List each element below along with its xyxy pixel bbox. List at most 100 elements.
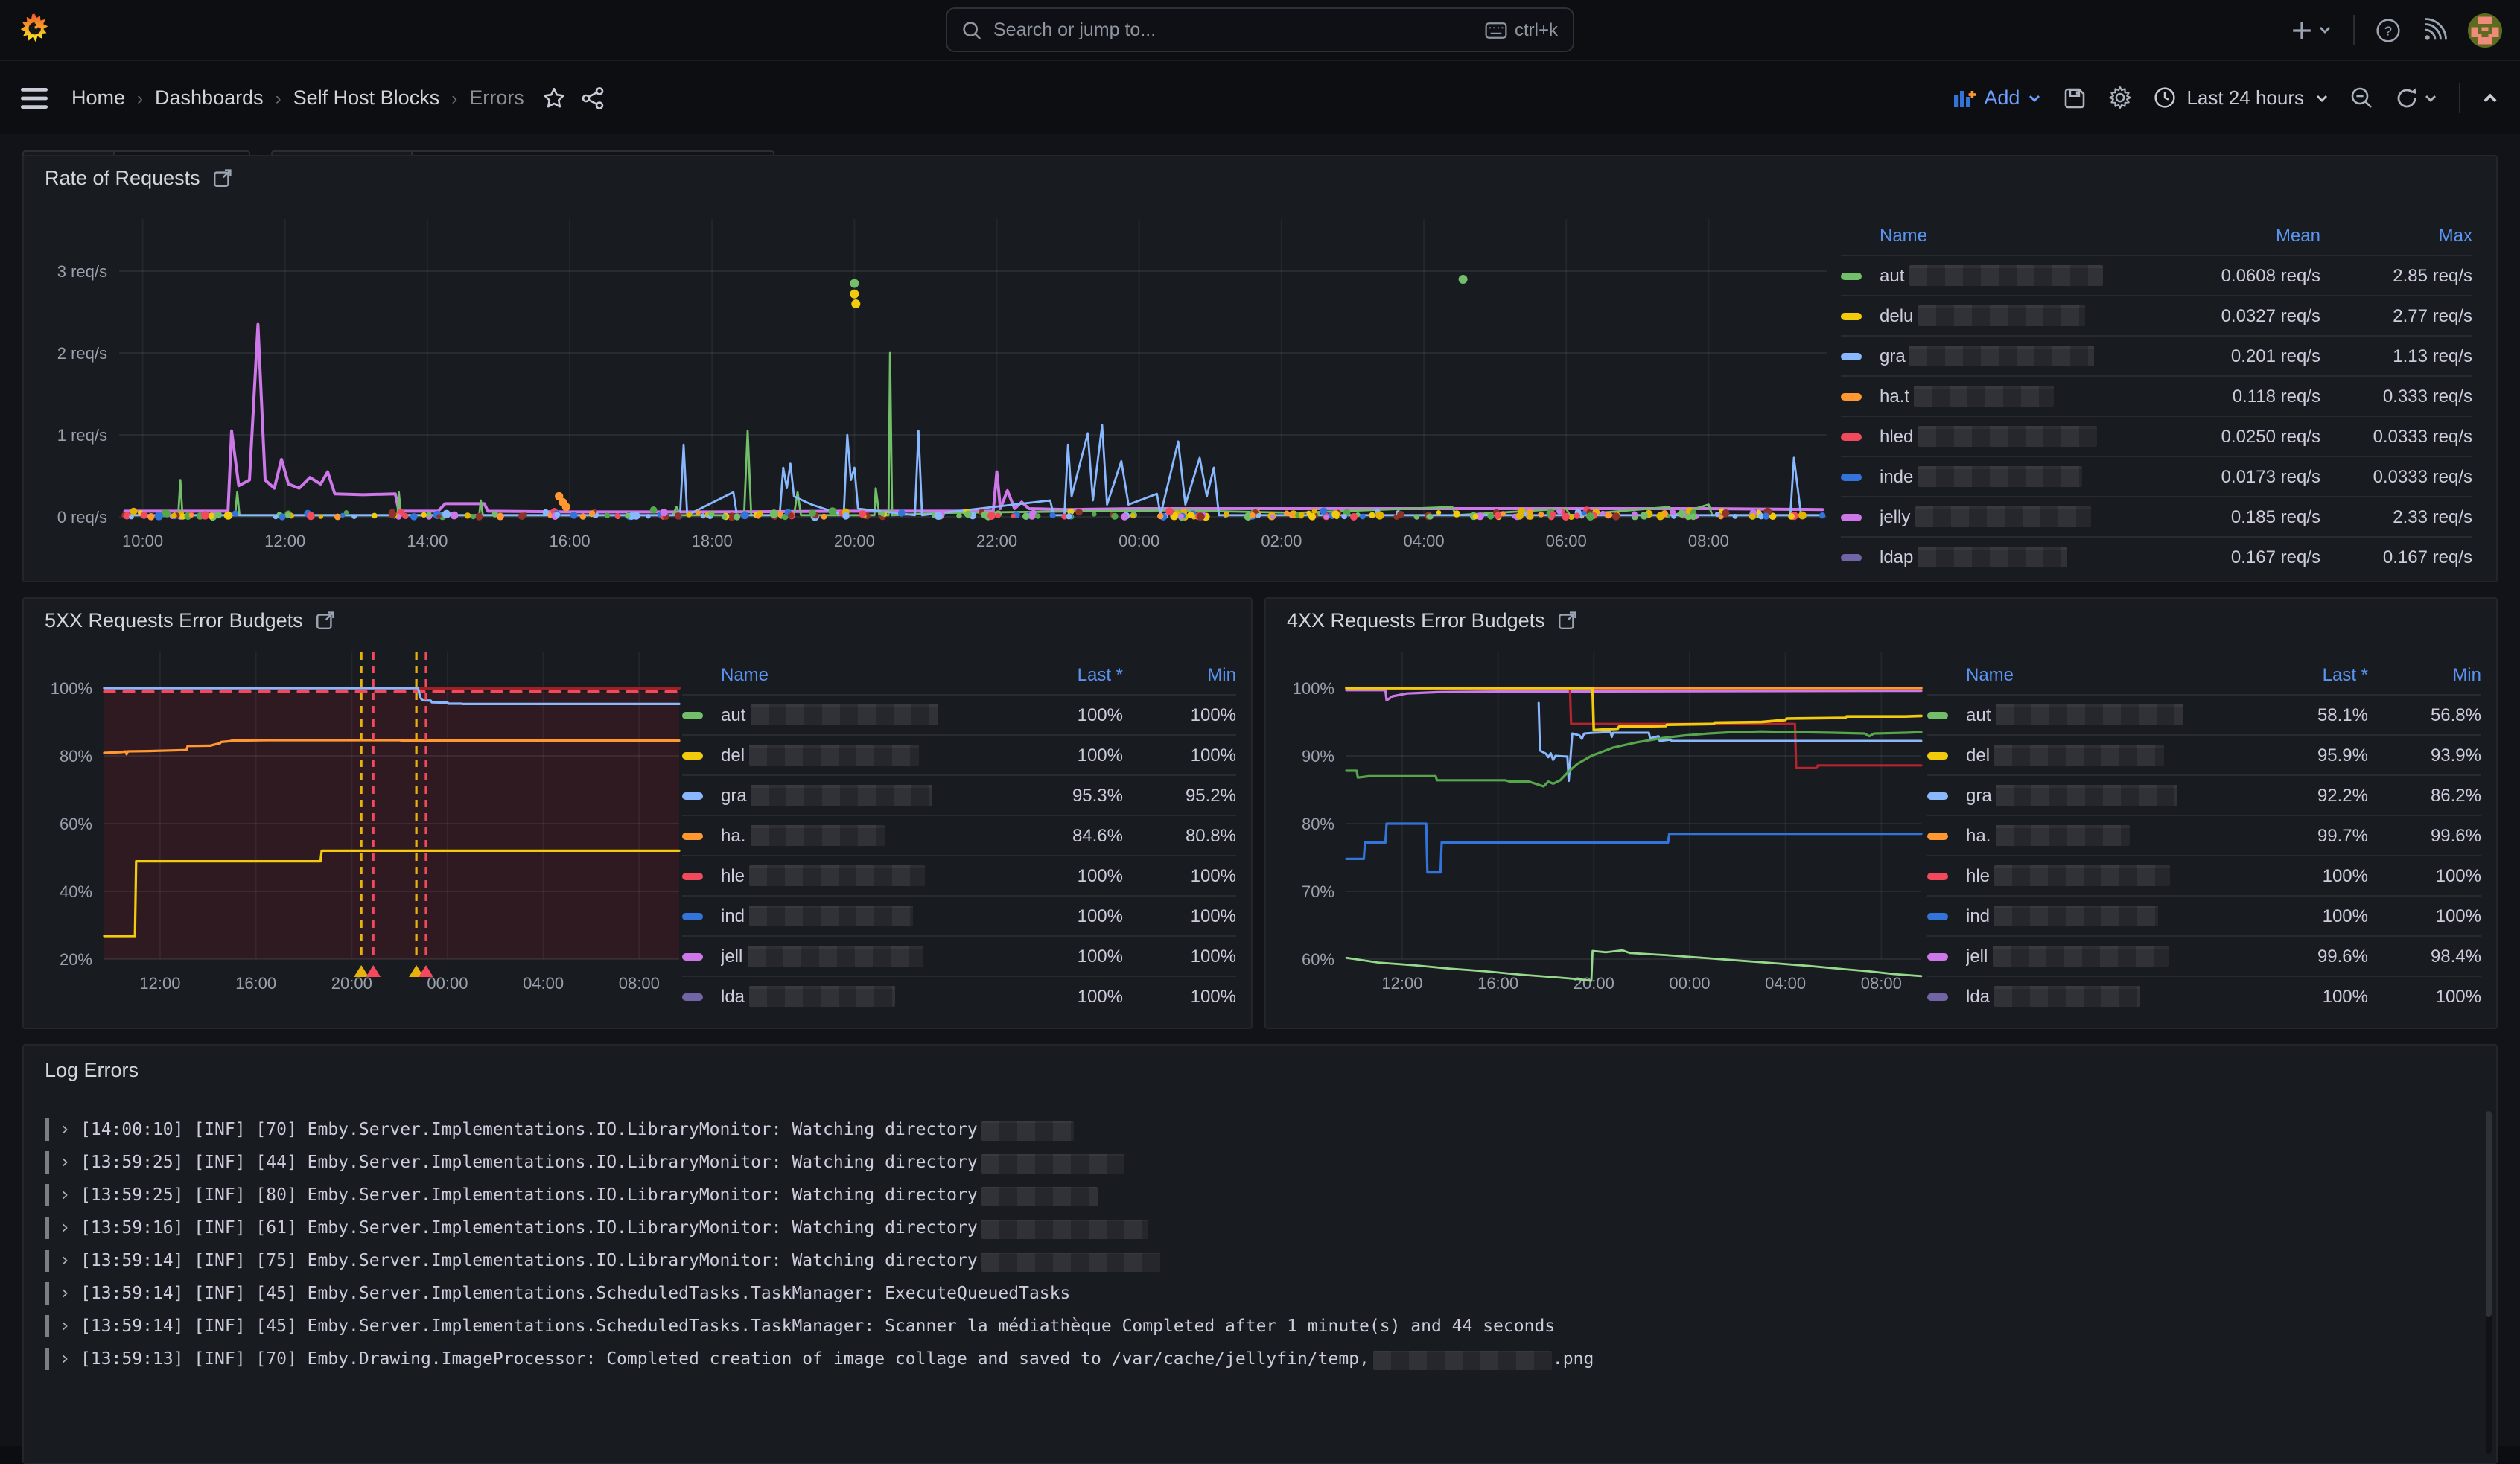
- legend-row[interactable]: jell99.6%98.4%: [1927, 935, 2481, 976]
- breadcrumb-item[interactable]: Errors: [469, 86, 524, 109]
- legend-row[interactable]: aut58.1%56.8%: [1927, 694, 2481, 734]
- legend-value: 100%: [2368, 865, 2481, 886]
- legend-row[interactable]: jelly0.185 req/s2.33 req/s: [1841, 496, 2472, 536]
- log-text: [13:59:14] [INF] [45] Emby.Server.Implem…: [80, 1315, 1555, 1336]
- legend-row[interactable]: jell100%100%: [682, 935, 1236, 976]
- 4xx-error-budget-chart[interactable]: 12:0016:0020:0000:0004:0008:00100%90%80%…: [1272, 637, 1936, 1025]
- breadcrumb-item[interactable]: Self Host Blocks: [293, 86, 440, 109]
- series-name[interactable]: jell: [721, 946, 989, 967]
- news-button[interactable]: [2422, 17, 2447, 42]
- legend-row[interactable]: gra92.2%86.2%: [1927, 774, 2481, 815]
- series-name[interactable]: del: [1966, 745, 2234, 766]
- series-name[interactable]: jell: [1966, 946, 2234, 967]
- series-name[interactable]: gra: [1966, 785, 2234, 806]
- series-name[interactable]: ha.t: [1880, 386, 2145, 407]
- legend-row[interactable]: gra0.201 req/s1.13 req/s: [1841, 335, 2472, 375]
- series-name[interactable]: gra: [1880, 346, 2145, 366]
- help-button[interactable]: ?: [2376, 17, 2401, 42]
- legend-row[interactable]: hle100%100%: [682, 855, 1236, 895]
- log-scrollbar[interactable]: [2486, 1111, 2492, 1454]
- panel-title[interactable]: 4XX Requests Error Budgets: [1287, 609, 1545, 631]
- legend-row[interactable]: aut100%100%: [682, 694, 1236, 734]
- series-name[interactable]: aut: [721, 704, 989, 725]
- grafana-logo[interactable]: [18, 12, 51, 48]
- series-name[interactable]: ind: [1966, 906, 2234, 926]
- series-name[interactable]: hled: [1880, 426, 2145, 447]
- breadcrumb-item[interactable]: Dashboards: [155, 86, 264, 109]
- expand-log-icon[interactable]: ›: [60, 1217, 80, 1238]
- legend-row[interactable]: aut0.0608 req/s2.85 req/s: [1841, 255, 2472, 295]
- save-dashboard-button[interactable]: [2063, 86, 2087, 109]
- external-link-icon[interactable]: [316, 611, 336, 630]
- chevron-up-icon: [2481, 89, 2499, 106]
- gear-icon: [2107, 85, 2133, 110]
- series-name[interactable]: gra: [721, 785, 989, 806]
- series-name[interactable]: aut: [1966, 704, 2234, 725]
- series-name[interactable]: inde: [1880, 466, 2145, 487]
- expand-log-icon[interactable]: ›: [60, 1184, 80, 1205]
- legend-row[interactable]: ha.84.6%80.8%: [682, 815, 1236, 855]
- series-name[interactable]: ha.: [721, 825, 989, 846]
- series-name[interactable]: aut: [1880, 265, 2145, 286]
- refresh-button[interactable]: [2395, 86, 2438, 109]
- avatar[interactable]: [2468, 13, 2502, 47]
- breadcrumb-item[interactable]: Home: [71, 86, 125, 109]
- panel-title[interactable]: 5XX Requests Error Budgets: [45, 609, 303, 631]
- svg-text:16:00: 16:00: [235, 974, 276, 993]
- zoom-out-button[interactable]: [2350, 86, 2374, 109]
- series-name[interactable]: lda: [1966, 986, 2234, 1007]
- legend-row[interactable]: ha.99.7%99.6%: [1927, 815, 2481, 855]
- legend-row[interactable]: del95.9%93.9%: [1927, 734, 2481, 774]
- legend-row[interactable]: hled0.0250 req/s0.0333 req/s: [1841, 416, 2472, 456]
- expand-log-icon[interactable]: ›: [60, 1315, 80, 1336]
- legend-row[interactable]: hle100%100%: [1927, 855, 2481, 895]
- series-name[interactable]: jelly: [1880, 506, 2145, 527]
- rate-of-requests-chart[interactable]: 10:0012:0014:0016:0018:0020:0022:0000:00…: [33, 201, 1835, 573]
- series-name[interactable]: del: [721, 745, 989, 766]
- legend-row[interactable]: delu0.0327 req/s2.77 req/s: [1841, 295, 2472, 335]
- svg-text:60%: 60%: [60, 815, 92, 833]
- expand-log-icon[interactable]: ›: [60, 1250, 80, 1270]
- series-name[interactable]: ldap: [1880, 547, 2145, 567]
- series-name[interactable]: ind: [721, 906, 989, 926]
- legend-row[interactable]: ldap0.167 req/s0.167 req/s: [1841, 536, 2472, 576]
- external-link-icon[interactable]: [1559, 611, 1578, 630]
- svg-text:20%: 20%: [60, 950, 92, 969]
- svg-text:04:00: 04:00: [523, 974, 564, 993]
- redacted-text: [1910, 346, 2095, 366]
- legend-row[interactable]: lda100%100%: [682, 976, 1236, 1016]
- legend-row[interactable]: lda100%100%: [1927, 976, 2481, 1016]
- legend-row[interactable]: ind100%100%: [682, 895, 1236, 935]
- svg-text:100%: 100%: [1293, 679, 1334, 698]
- favorite-button[interactable]: [542, 86, 566, 109]
- 5xx-error-budget-chart[interactable]: 12:0016:0020:0000:0004:0008:00100%80%60%…: [30, 637, 694, 1025]
- legend-row[interactable]: ind100%100%: [1927, 895, 2481, 935]
- series-name[interactable]: ha.: [1966, 825, 2234, 846]
- expand-log-icon[interactable]: ›: [60, 1348, 80, 1369]
- expand-log-icon[interactable]: ›: [60, 1118, 80, 1139]
- series-name[interactable]: lda: [721, 986, 989, 1007]
- expand-log-icon[interactable]: ›: [60, 1282, 80, 1303]
- legend-row[interactable]: inde0.0173 req/s0.0333 req/s: [1841, 456, 2472, 496]
- dashboard-settings-button[interactable]: [2107, 85, 2133, 110]
- legend-row[interactable]: ha.t0.118 req/s0.333 req/s: [1841, 375, 2472, 416]
- legend-row[interactable]: del100%100%: [682, 734, 1236, 774]
- time-range-picker[interactable]: Last 24 hours: [2154, 86, 2329, 109]
- add-panel-button[interactable]: Add: [1953, 86, 2042, 109]
- star-icon: [542, 86, 566, 109]
- panel-title[interactable]: Rate of Requests: [45, 167, 200, 189]
- mega-menu-button[interactable]: [21, 87, 48, 108]
- new-button[interactable]: [2291, 19, 2332, 41]
- share-button[interactable]: [581, 86, 605, 109]
- external-link-icon[interactable]: [214, 168, 233, 188]
- plus-icon: [2291, 19, 2313, 41]
- collapse-toolbar-button[interactable]: [2481, 89, 2499, 106]
- series-name[interactable]: hle: [721, 865, 989, 886]
- series-name[interactable]: delu: [1880, 305, 2145, 326]
- series-name[interactable]: hle: [1966, 865, 2234, 886]
- search-input[interactable]: Search or jump to... ctrl+k: [946, 7, 1574, 52]
- expand-log-icon[interactable]: ›: [60, 1151, 80, 1172]
- panel-title[interactable]: Log Errors: [45, 1059, 139, 1081]
- legend-value: 100%: [1123, 745, 1236, 766]
- legend-row[interactable]: gra95.3%95.2%: [682, 774, 1236, 815]
